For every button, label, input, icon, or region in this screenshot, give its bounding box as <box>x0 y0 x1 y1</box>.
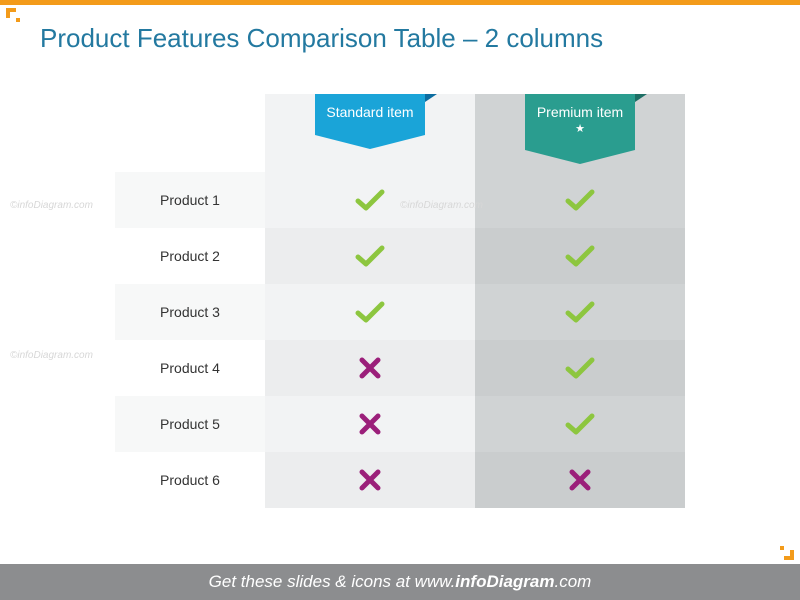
page-title: Product Features Comparison Table – 2 co… <box>0 5 800 64</box>
check-icon <box>265 284 475 340</box>
footer-prefix: Get these slides & icons at <box>209 572 415 591</box>
cross-icon <box>265 396 475 452</box>
check-icon <box>475 396 685 452</box>
cross-icon <box>265 452 475 508</box>
ribbon-fold <box>425 94 437 102</box>
cross-icon <box>265 340 475 396</box>
check-icon <box>475 284 685 340</box>
ribbon-standard: Standard item <box>315 94 425 135</box>
ribbon-fold <box>635 94 647 102</box>
corner-decoration-bottom-right <box>780 546 794 560</box>
footer-site-suffix: .com <box>554 572 591 591</box>
ribbon-label: Premium item <box>537 104 623 120</box>
ribbon-premium: Premium item ★ <box>525 94 635 150</box>
footer-text: Get these slides & icons at www.infoDiag… <box>209 572 592 592</box>
row-label: Product 5 <box>115 396 265 452</box>
star-icon: ★ <box>531 123 629 136</box>
check-icon <box>475 172 685 228</box>
comparison-table: Standard itemPremium item★Product 1Produ… <box>0 94 800 508</box>
footer-bar: Get these slides & icons at www.infoDiag… <box>0 564 800 600</box>
watermark: ©infoDiagram.com <box>10 350 93 361</box>
check-icon <box>475 340 685 396</box>
footer-site-prefix: www. <box>415 572 456 591</box>
watermark: ©infoDiagram.com <box>10 200 93 211</box>
row-label: Product 3 <box>115 284 265 340</box>
row-label: Product 2 <box>115 228 265 284</box>
watermark: ©infoDiagram.com <box>400 200 483 211</box>
row-label: Product 6 <box>115 452 265 508</box>
column-header-premium: Premium item ★ <box>475 94 685 172</box>
check-icon <box>265 228 475 284</box>
column-header-standard: Standard item <box>265 94 475 172</box>
cross-icon <box>475 452 685 508</box>
footer-site-bold: infoDiagram <box>455 572 554 591</box>
row-label: Product 4 <box>115 340 265 396</box>
check-icon <box>475 228 685 284</box>
row-label: Product 1 <box>115 172 265 228</box>
ribbon-label: Standard item <box>326 104 413 120</box>
corner-decoration-top-left <box>6 8 20 22</box>
